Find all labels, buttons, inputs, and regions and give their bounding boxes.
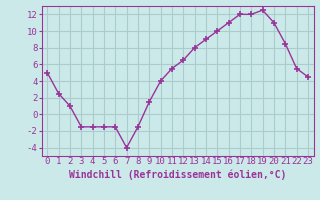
X-axis label: Windchill (Refroidissement éolien,°C): Windchill (Refroidissement éolien,°C) [69,169,286,180]
